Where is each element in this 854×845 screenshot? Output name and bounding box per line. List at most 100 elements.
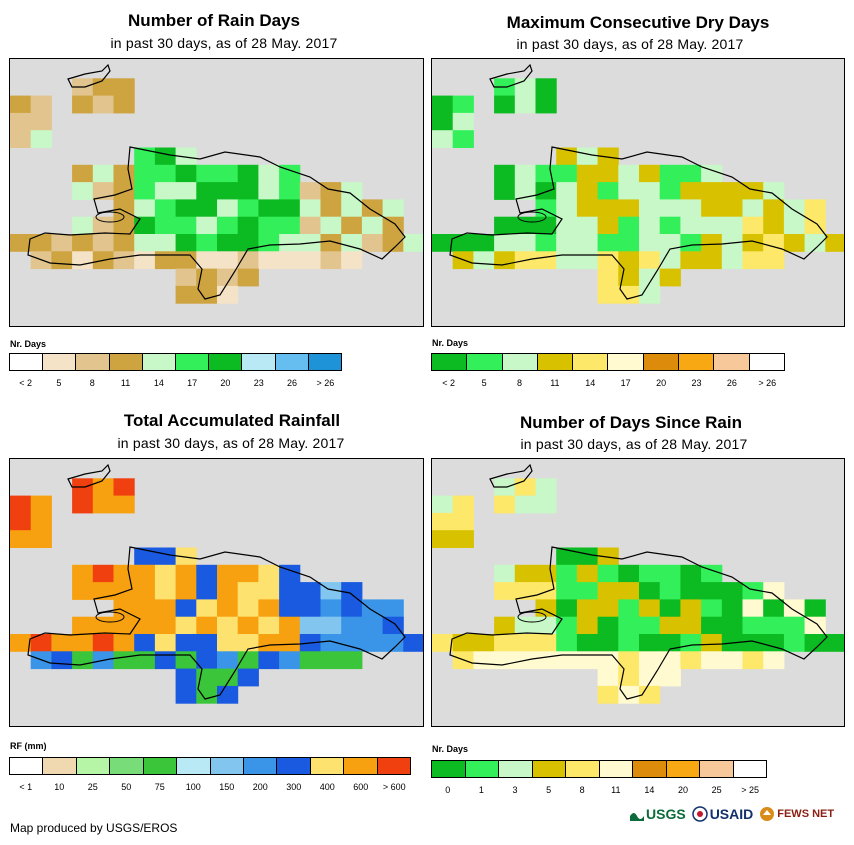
panel1-legend bbox=[9, 353, 342, 371]
panel4-grid-cell bbox=[597, 634, 619, 652]
panel3-grid-cell bbox=[72, 634, 94, 652]
panel3-grid-cell bbox=[154, 547, 177, 566]
panel4-grid-cell bbox=[514, 564, 536, 583]
panel3-map bbox=[9, 458, 424, 727]
panel2-legend-swatch bbox=[714, 354, 750, 370]
panel1-legend-label: < 2 bbox=[19, 378, 33, 388]
panel4-grid-cell bbox=[514, 478, 536, 497]
panel2-grid-cell bbox=[804, 234, 826, 252]
panel2-legend-label: 26 bbox=[726, 378, 737, 388]
panel1-grid-cell bbox=[341, 234, 363, 252]
panel3-grid-cell bbox=[299, 616, 321, 635]
panel4-grid-cell bbox=[618, 634, 640, 652]
panel3-grid-cell bbox=[175, 685, 197, 704]
panel3-grid-cell bbox=[134, 547, 156, 566]
panel3-grid-cell bbox=[217, 668, 239, 687]
panel1-grid-cell bbox=[237, 268, 259, 287]
panel4-grid-cell bbox=[597, 616, 619, 635]
panel3-legend-label: < 1 bbox=[19, 782, 33, 792]
panel3-grid-cell bbox=[279, 582, 301, 600]
panel2-grid-cell bbox=[659, 234, 681, 252]
panel1-grid-cell bbox=[134, 216, 156, 235]
panel1-grid-cell bbox=[113, 164, 135, 183]
panel2-legend-label: 11 bbox=[550, 378, 560, 388]
panel2-legend-swatch bbox=[467, 354, 503, 370]
panel4-grid-cell bbox=[556, 616, 578, 635]
panel4-grid-cell bbox=[680, 582, 702, 600]
panel2-grid-cell bbox=[783, 216, 806, 235]
panel2-grid-cell bbox=[597, 216, 619, 235]
panel1-grid-cell bbox=[196, 285, 218, 304]
panel2-grid-cell bbox=[680, 199, 702, 218]
fewsnet-logo-text: FEWS NET bbox=[777, 808, 835, 820]
panel4-grid-cell bbox=[597, 547, 619, 566]
panel1-legend-ticks: < 2 5 8 11 14 17 20 23 26 > 26 bbox=[9, 378, 342, 390]
panel4-grid-cell bbox=[452, 530, 474, 548]
panel4-grid-cell bbox=[514, 495, 536, 514]
panel3-legend-swatch bbox=[43, 758, 77, 774]
panel3-grid-cell bbox=[134, 634, 156, 652]
panel2-grid-cell bbox=[556, 251, 578, 270]
panel3-grid-cell bbox=[113, 651, 135, 670]
agency-logos: USGS USAID FEWS NET bbox=[630, 806, 834, 822]
panel3-grid-cell bbox=[320, 599, 342, 618]
panel4-grid-cell bbox=[804, 616, 826, 635]
panel2-grid-cell bbox=[783, 234, 806, 252]
panel1-legend-swatch bbox=[209, 354, 243, 370]
panel4-legend-swatch bbox=[532, 761, 566, 777]
panel1-grid-cell bbox=[113, 251, 135, 270]
panel1-grid-cell bbox=[30, 130, 52, 148]
panel1-grid-cell bbox=[92, 216, 114, 235]
panel4-grid-cell bbox=[763, 599, 785, 618]
panel3-grid-cell bbox=[258, 564, 280, 583]
panel4-grid-cell bbox=[494, 582, 516, 600]
panel4-grid-cell bbox=[576, 564, 599, 583]
panel2-grid-cell bbox=[659, 268, 681, 287]
panel1-grid-cell bbox=[51, 234, 73, 252]
panel1-grid-cell bbox=[196, 199, 218, 218]
panel2-grid-cell bbox=[680, 164, 702, 183]
panel3-grid-cell bbox=[382, 616, 404, 635]
panel4-grid-cell bbox=[701, 599, 723, 618]
panel1-grid-cell bbox=[237, 164, 259, 183]
panel4-grid-cell bbox=[659, 582, 681, 600]
panel2-grid-cell bbox=[576, 147, 599, 166]
panel3-island-outline bbox=[67, 463, 111, 488]
panel3-grid-cell bbox=[134, 651, 156, 670]
panel3-grid-cell bbox=[217, 651, 239, 670]
panel2-legend-swatch bbox=[537, 354, 574, 370]
panel2-grid-cell bbox=[452, 112, 474, 131]
panel4-legend-label: 5 bbox=[546, 785, 552, 795]
panel3-grid-cell bbox=[175, 651, 197, 670]
panel4-grid-cell bbox=[639, 616, 661, 635]
panel2-island-outline bbox=[489, 63, 533, 88]
panel3-grid-cell bbox=[258, 599, 280, 618]
panel4-grid-cell bbox=[639, 651, 661, 670]
panel2-grid-cell bbox=[452, 130, 474, 148]
panel4-grid-cell bbox=[763, 582, 785, 600]
panel2-grid-cell bbox=[473, 234, 495, 252]
panel2-grid-cell bbox=[721, 182, 743, 200]
panel3-grid-cell bbox=[72, 495, 94, 514]
panel2-grid-cell bbox=[742, 182, 764, 200]
panel4-grid-cell bbox=[432, 495, 454, 514]
panel3-gonave-outline bbox=[95, 611, 125, 623]
panel4-grid-cell bbox=[639, 564, 661, 583]
panel2-grid-cell bbox=[514, 234, 536, 252]
panel2-grid-cell bbox=[576, 234, 599, 252]
panel3-grid-cell bbox=[196, 564, 218, 583]
panel1-grid-cell bbox=[279, 216, 301, 235]
panel2-grid-cell bbox=[576, 216, 599, 235]
panel4-grid-cell bbox=[659, 651, 681, 670]
panel3-grid-cell bbox=[30, 495, 52, 514]
panel3-legend-swatch bbox=[10, 758, 44, 774]
panel2-grid-cell bbox=[701, 182, 723, 200]
panel4-grid-cell bbox=[659, 634, 681, 652]
panel2-grid-cell bbox=[763, 199, 785, 218]
panel1-legend-label: 20 bbox=[220, 378, 231, 388]
panel2-title: Maximum Consecutive Dry Days bbox=[506, 13, 770, 32]
panel3-grid-cell bbox=[341, 651, 363, 670]
panel4-grid-cell bbox=[763, 616, 785, 635]
panel1-legend-swatch bbox=[109, 354, 143, 370]
panel3-legend-swatch bbox=[310, 758, 345, 774]
